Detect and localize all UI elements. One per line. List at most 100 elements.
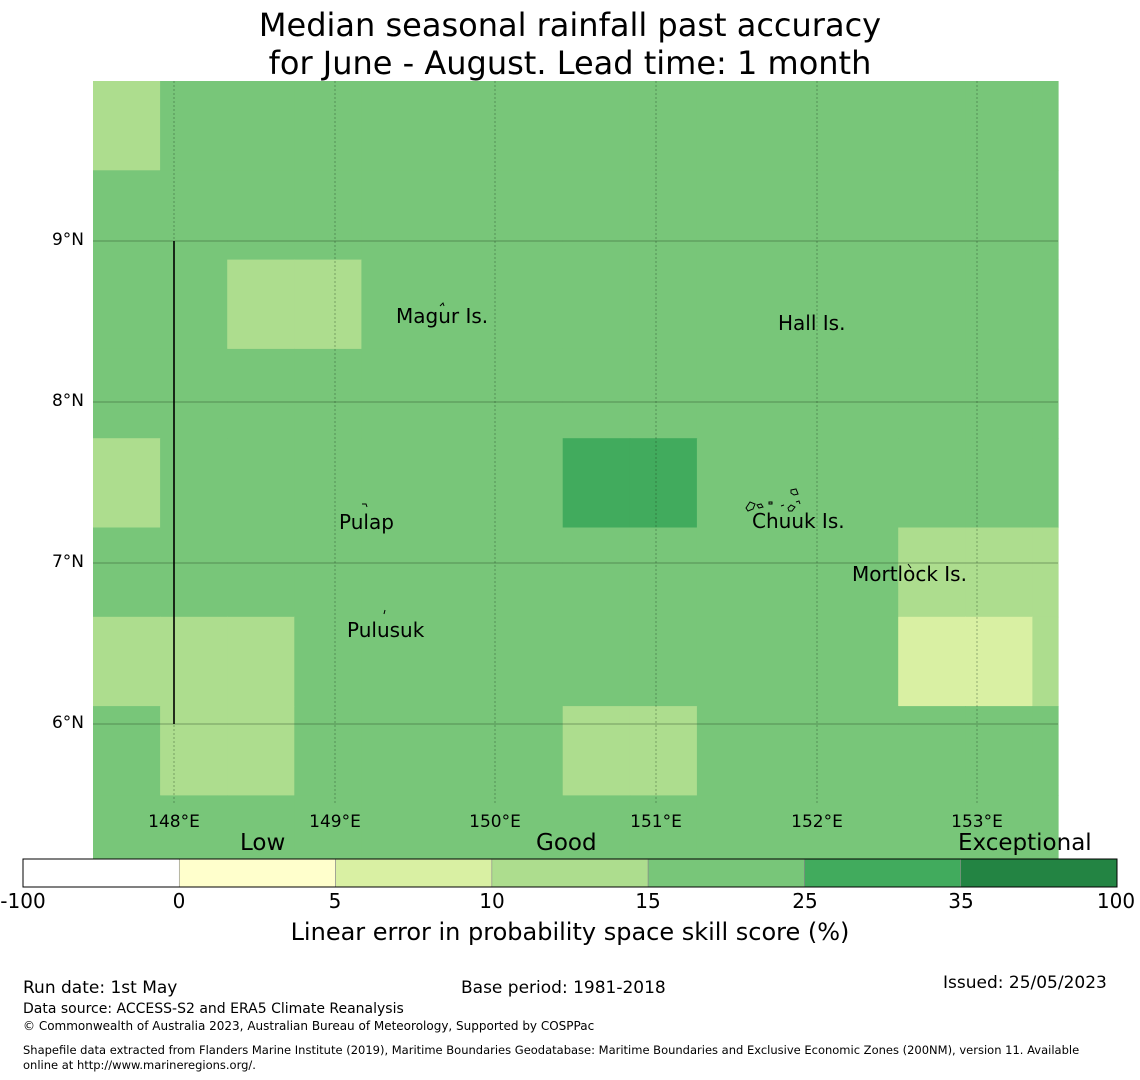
- grid-cell: [562, 438, 631, 529]
- grid-cell: [428, 706, 497, 796]
- grid-cell: [764, 81, 832, 171]
- grid-cell: [764, 348, 832, 439]
- legend-tick-label: 10: [479, 889, 505, 913]
- island-label-magur: Magur Is.: [396, 304, 489, 328]
- grid-cell: [898, 706, 966, 796]
- data-source: Data source: ACCESS-S2 and ERA5 Climate …: [23, 1001, 404, 1017]
- grid-cell: [831, 170, 899, 261]
- grid-cell: [965, 706, 1033, 796]
- lat-label-8n: 8°N: [51, 391, 84, 411]
- grid-cell: [1032, 527, 1059, 618]
- grid-cell: [629, 81, 698, 171]
- grid-cell: [764, 259, 832, 350]
- grid-cell: [1032, 170, 1059, 261]
- grid-cell: [160, 259, 228, 350]
- grid-cell: [294, 616, 362, 707]
- legend-tick-label: 15: [635, 889, 661, 913]
- island-outlines: [362, 302, 912, 615]
- grid-cell: [696, 616, 765, 707]
- grid-cell: [361, 81, 430, 171]
- grid-cell: [831, 527, 899, 618]
- island-label-chuuk: Chuuk Is.: [752, 509, 845, 533]
- island-label-pulap: Pulap: [339, 510, 394, 534]
- legend-tick-label: 5: [328, 889, 342, 913]
- run-date: Run date: 1st May: [23, 978, 178, 998]
- lon-label-150e: 150°E: [469, 812, 521, 832]
- grid-cell: [831, 348, 899, 439]
- grid-cell: [160, 170, 228, 261]
- grid-cell: [294, 527, 362, 618]
- grid-cell: [160, 527, 228, 618]
- grid-cell: [696, 527, 765, 618]
- grid-cell: [898, 348, 966, 439]
- grid-cell: [898, 170, 966, 261]
- copyright: © Commonwealth of Australia 2023, Austra…: [23, 1019, 595, 1033]
- grid-cell: [562, 170, 631, 261]
- grid-cell: [227, 81, 295, 171]
- grid-cell: [562, 259, 631, 350]
- chuuk-island-outline: [745, 488, 801, 512]
- grid-cell: [495, 348, 564, 439]
- lon-label-149e: 149°E: [309, 812, 361, 832]
- grid-cell: [361, 348, 430, 439]
- grid-cell: [562, 81, 631, 171]
- grid-cell: [764, 527, 832, 618]
- grid-cell: [696, 438, 765, 529]
- lon-label-148e: 148°E: [148, 812, 200, 832]
- grid-cell: [965, 616, 1033, 707]
- grid-cell: [898, 438, 966, 529]
- grid-cell: [227, 170, 295, 261]
- grid-cell: [361, 170, 430, 261]
- grid-cell: [361, 527, 430, 618]
- grid-cell: [831, 438, 899, 529]
- grid-cell: [1032, 348, 1059, 439]
- grid-cell: [696, 170, 765, 261]
- grid-cell: [93, 259, 161, 350]
- grid-cell: [965, 527, 1033, 618]
- pulusuk-island-outline: [383, 609, 386, 615]
- grid-cell: [1032, 81, 1059, 171]
- colorbar-segment: [178, 858, 336, 888]
- grid-cell: [428, 259, 497, 350]
- grid-cell: [495, 616, 564, 707]
- mortlock-island-outline: [907, 563, 912, 569]
- grid-cell: [764, 438, 832, 529]
- grid-cell: [1032, 616, 1059, 707]
- grid-cell: [831, 616, 899, 707]
- lon-label-152e: 152°E: [791, 812, 843, 832]
- grid-cell: [93, 81, 161, 171]
- lat-label-7n: 7°N: [51, 552, 84, 572]
- grid-cell: [965, 81, 1033, 171]
- legend-category-low: Low: [240, 830, 286, 856]
- grid-cell: [294, 259, 362, 350]
- legend-category-good: Good: [536, 830, 597, 856]
- lat-label-6n: 6°N: [51, 713, 84, 733]
- grid-cell: [562, 706, 631, 796]
- legend-axis-label: Linear error in probability space skill …: [290, 918, 850, 946]
- base-period: Base period: 1981-2018: [461, 978, 666, 998]
- magur-island-outline: [439, 302, 445, 307]
- grid-cell: [629, 170, 698, 261]
- grid-cell: [629, 259, 698, 350]
- grid-cell: [93, 170, 161, 261]
- grid-cell: [965, 438, 1033, 529]
- grid-cell: [629, 706, 698, 796]
- grid-cell: [965, 259, 1033, 350]
- grid-cell: [764, 706, 832, 796]
- grid-cell: [227, 706, 295, 796]
- grid-cell: [898, 81, 966, 171]
- grid-cell: [93, 438, 161, 529]
- grid-cell: [428, 527, 497, 618]
- grid-cell: [831, 706, 899, 796]
- grid-cell: [294, 438, 362, 529]
- grid-cell: [294, 348, 362, 439]
- colorbar-frame: [22, 858, 1118, 888]
- grid-cell: [294, 170, 362, 261]
- grid-cell: [495, 527, 564, 618]
- grid-cell: [1032, 706, 1059, 796]
- grid-cell: [696, 706, 765, 796]
- grid-cell: [1032, 438, 1059, 529]
- grid-cell: [629, 348, 698, 439]
- colorbar-segment: [804, 858, 962, 888]
